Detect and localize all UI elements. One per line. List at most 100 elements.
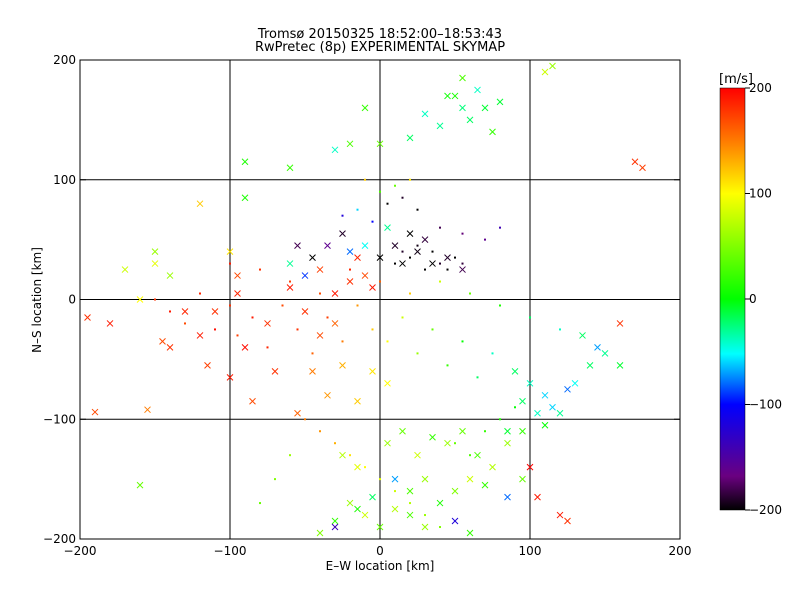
- data-point-x: [421, 475, 429, 483]
- data-point-dot: [296, 328, 299, 331]
- data-point-dot: [484, 238, 486, 241]
- x-axis-label: E–W location [km]: [326, 559, 435, 573]
- data-point-x: [346, 278, 354, 285]
- data-point-x: [564, 385, 571, 393]
- data-point-dot: [341, 214, 344, 217]
- data-point-dot: [461, 340, 464, 343]
- data-point-dot: [529, 316, 531, 319]
- data-point-x: [406, 511, 414, 519]
- data-point-x: [406, 487, 414, 495]
- data-point-x: [196, 332, 204, 339]
- data-point-x: [459, 74, 466, 82]
- data-point-x: [331, 290, 339, 297]
- x-tick-label: 100: [519, 544, 542, 558]
- data-point-x: [166, 344, 174, 351]
- data-point-x: [226, 373, 234, 381]
- data-point-dot: [461, 262, 464, 265]
- data-point-x: [241, 194, 249, 202]
- data-point-x: [391, 475, 399, 483]
- data-point-x: [481, 104, 489, 112]
- data-point-dot: [281, 304, 284, 307]
- data-point-x: [421, 523, 429, 531]
- data-point-x: [346, 499, 354, 507]
- data-point-dot: [311, 352, 314, 355]
- data-point-x: [519, 427, 526, 435]
- data-point-x: [616, 320, 624, 327]
- data-point-dot: [394, 490, 396, 493]
- data-point-dot: [214, 328, 216, 331]
- data-point-dot: [484, 430, 486, 433]
- data-point-x: [331, 523, 339, 531]
- data-point-dot: [439, 226, 441, 229]
- data-point-x: [384, 439, 391, 447]
- data-point-x: [436, 122, 444, 130]
- data-point-x: [594, 344, 601, 351]
- data-point-x: [556, 409, 564, 417]
- data-point-x: [84, 314, 91, 321]
- data-point-dot: [356, 304, 359, 307]
- data-point-dot: [431, 328, 434, 331]
- data-point-x: [331, 320, 339, 327]
- data-point-x: [639, 164, 646, 172]
- data-point-dot: [439, 262, 441, 265]
- data-point-x: [511, 367, 519, 375]
- data-point-x: [286, 164, 294, 172]
- data-point-dot: [409, 292, 411, 295]
- data-point-dot: [454, 256, 456, 259]
- data-point-x: [286, 284, 294, 291]
- data-point-x: [459, 104, 466, 112]
- data-point-x: [376, 140, 384, 148]
- data-point-x: [399, 427, 406, 435]
- data-point-dot: [386, 202, 389, 205]
- data-point-x: [601, 350, 609, 357]
- data-point-x: [346, 248, 354, 255]
- data-point-dot: [401, 250, 404, 253]
- axis-ticks: −200 −100 0 100 200 −200 −100 0 100 200: [43, 53, 691, 558]
- data-point-dot: [356, 208, 359, 211]
- data-point-x: [234, 290, 241, 297]
- data-point-x: [459, 427, 466, 435]
- data-point-x: [459, 266, 466, 273]
- data-point-dot: [469, 292, 471, 295]
- data-point-dot: [514, 406, 516, 409]
- data-point-x: [421, 110, 429, 118]
- data-point-x: [489, 128, 496, 136]
- data-point-x: [339, 362, 346, 369]
- x-tick-label: 200: [669, 544, 692, 558]
- data-point-dot: [199, 292, 201, 295]
- x-tick-label: −100: [214, 544, 247, 558]
- y-tick-label: 100: [53, 173, 76, 187]
- data-point-x: [361, 104, 369, 112]
- data-point-x: [309, 254, 316, 261]
- data-point-dot: [439, 526, 441, 529]
- data-point-x: [301, 308, 309, 315]
- data-point-dot: [491, 352, 494, 355]
- data-point-x: [451, 517, 459, 525]
- data-point-x: [226, 248, 234, 255]
- data-point-dot: [379, 190, 381, 193]
- data-point-x: [369, 493, 376, 501]
- data-point-x: [496, 98, 504, 106]
- data-point-dot: [371, 328, 374, 331]
- data-point-x: [354, 397, 361, 405]
- data-point-dot: [394, 184, 396, 187]
- y-axis-label: N–S location [km]: [30, 247, 44, 353]
- data-point-dot: [461, 232, 464, 235]
- data-point-x: [504, 427, 511, 435]
- colorbar-tick-label: 0: [749, 292, 757, 306]
- plot-grid: [80, 60, 680, 539]
- data-point-x: [294, 242, 301, 249]
- data-point-x: [361, 272, 369, 279]
- data-point-x: [151, 248, 159, 255]
- data-point-dot: [416, 352, 419, 355]
- data-point-dot: [334, 442, 336, 445]
- data-point-dot: [251, 316, 254, 319]
- data-point-x: [541, 68, 549, 76]
- data-point-x: [196, 200, 204, 208]
- data-point-x: [504, 493, 511, 501]
- data-point-dot: [379, 280, 381, 283]
- data-point-x: [264, 320, 271, 327]
- data-point-x: [354, 505, 361, 513]
- chart-title-line2: RwPretec (8p) EXPERIMENTAL SKYMAP: [255, 40, 505, 55]
